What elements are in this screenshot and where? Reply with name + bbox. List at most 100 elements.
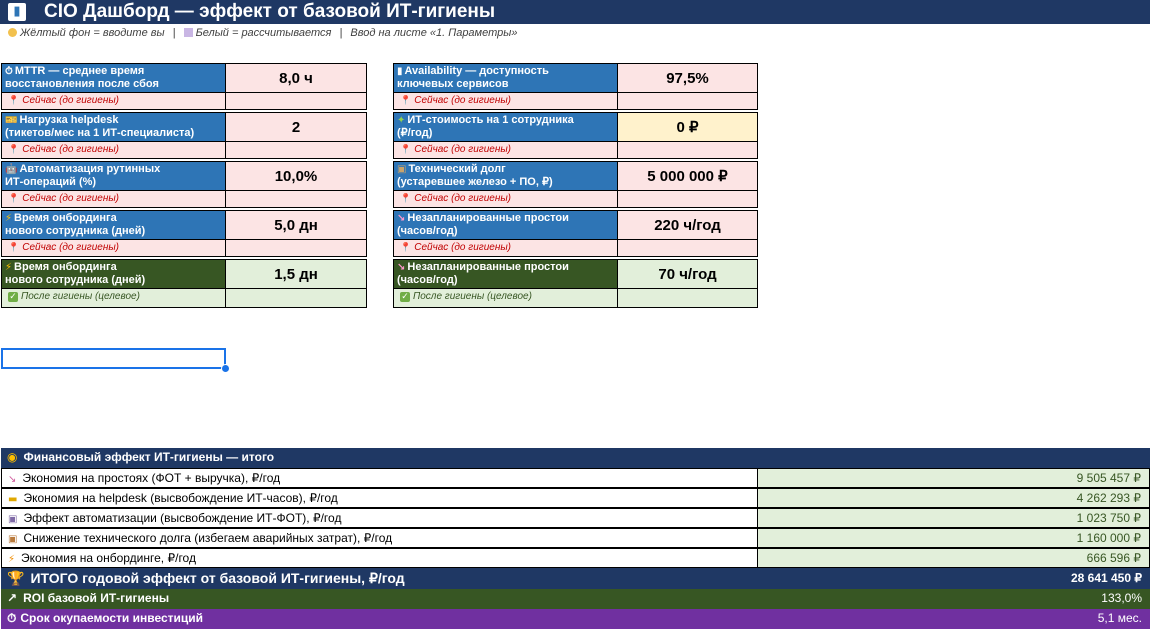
kpi-sub-downtime-after: ✓ После гигиены (целевое) — [393, 289, 618, 308]
active-cell-selection[interactable] — [1, 348, 226, 369]
kpi-label-onboarding-after[interactable]: ⚡ Время онбординга нового сотрудника (дне… — [1, 259, 226, 289]
kpi-label-downtime-before[interactable]: ↘ Незапланированные простои (часов/год) — [393, 210, 618, 240]
finance-value-helpdesk[interactable]: 4 262 293 ₽ — [758, 488, 1150, 508]
finance-header: ◉ Финансовый эффект ИТ-гигиены — итого — [1, 448, 1150, 468]
kpi-subval-mttr[interactable] — [226, 93, 367, 110]
kpi-sub-text: Сейчас (до гигиены) — [22, 144, 120, 155]
bar-chart-icon: ▮ — [8, 3, 26, 21]
robot-icon: 🤖 — [5, 164, 18, 175]
kpi-label-helpdesk[interactable]: 🎫 Нагрузка helpdesk (тикетов/мес на 1 ИТ-… — [1, 112, 226, 142]
kpi-label-downtime-after[interactable]: ↘ Незапланированные простои (часов/год) — [393, 259, 618, 289]
downtrend-icon: ↘ — [397, 262, 406, 273]
kpi-label-line1: Технический долг — [408, 163, 506, 175]
kpi-subval-it-cost[interactable] — [618, 142, 758, 159]
kpi-subval-downtime-after[interactable] — [618, 289, 758, 308]
kpi-subval-automation[interactable] — [226, 191, 367, 208]
kpi-label-line1: ИТ-стоимость на 1 сотрудника — [407, 114, 574, 126]
kpi-value-automation[interactable]: 10,0% — [226, 161, 367, 191]
kpi-label-line2: (часов/год) — [397, 225, 458, 237]
kpi-label-line1: MTTR — среднее время — [14, 65, 145, 77]
fill-handle[interactable] — [221, 364, 230, 373]
kpi-sub-text: После гигиены (целевое) — [413, 291, 532, 302]
uptrend-icon: ↗ — [7, 591, 18, 605]
kpi-value-tech-debt[interactable]: 5 000 000 ₽ — [618, 161, 758, 191]
pin-icon: 📍 — [8, 194, 20, 204]
total-row-value[interactable]: 28 641 450 ₽ — [758, 568, 1150, 589]
kpi-label-line2: нового сотрудника (дней) — [5, 225, 146, 237]
ticket-icon: 🎫 — [5, 115, 18, 126]
lightning-icon: ⚡ — [5, 213, 13, 224]
package-icon: ▣ — [397, 164, 407, 175]
kpi-value-onboarding-after[interactable]: 1,5 дн — [226, 259, 367, 289]
legend-sheet: Ввод на листе «1. Параметры» — [350, 27, 518, 39]
kpi-sub-it-cost: 📍 Сейчас (до гигиены) — [393, 142, 618, 159]
kpi-label-line1: Время онбординга — [14, 212, 117, 224]
pin-icon: 📍 — [8, 243, 20, 253]
pin-icon: 📍 — [400, 194, 412, 204]
lightning-icon: ⚡ — [5, 262, 13, 273]
kpi-label-it-cost[interactable]: ✦ ИТ-стоимость на 1 сотрудника (₽/год) — [393, 112, 618, 142]
kpi-label-line2: (устаревшее железо + ПО, ₽) — [397, 176, 553, 188]
finance-row-onboarding[interactable]: ⚡ Экономия на онбординге, ₽/год — [1, 548, 758, 568]
kpi-label-line1: Время онбординга — [14, 261, 117, 273]
kpi-label-tech-debt[interactable]: ▣ Технический долг (устаревшее железо + П… — [393, 161, 618, 191]
kpi-value-downtime-before[interactable]: 220 ч/год — [618, 210, 758, 240]
kpi-subval-downtime-before[interactable] — [618, 240, 758, 257]
kpi-sub-automation: 📍 Сейчас (до гигиены) — [1, 191, 226, 208]
kpi-label-mttr[interactable]: ⏱ MTTR — среднее время восстановления пос… — [1, 63, 226, 93]
kpi-label-availability[interactable]: ▮ Availability — доступность ключевых сер… — [393, 63, 618, 93]
kpi-sub-text: Сейчас (до гигиены) — [22, 242, 120, 253]
kpi-label-line2: нового сотрудника (дней) — [5, 274, 146, 286]
finance-row-tech-debt[interactable]: ▣ Снижение технического долга (избегаем а… — [1, 528, 758, 548]
payback-label-text: Срок окупаемости инвестиций — [20, 611, 204, 625]
legend-separator: | — [339, 27, 343, 39]
kpi-subval-tech-debt[interactable] — [618, 191, 758, 208]
stopwatch-icon: ⏱ — [7, 611, 17, 625]
package-icon: ▣ — [8, 534, 18, 545]
finance-row-label: Снижение технического долга (избегаем ав… — [23, 531, 393, 545]
kpi-label-line1: Незапланированные простои — [407, 212, 569, 224]
kpi-value-onboarding-before[interactable]: 5,0 дн — [226, 210, 367, 240]
kpi-value-availability[interactable]: 97,5% — [618, 63, 758, 93]
payback-row-label[interactable]: ⏱ Срок окупаемости инвестиций — [1, 609, 758, 629]
legend-separator: | — [172, 27, 176, 39]
white-square-icon — [183, 28, 193, 37]
roi-row-label[interactable]: ↗ ROI базовой ИТ-гигиены — [1, 589, 758, 609]
kpi-subval-onboarding-after[interactable] — [226, 289, 367, 308]
kpi-subval-availability[interactable] — [618, 93, 758, 110]
money-icon: ✦ — [397, 115, 406, 126]
kpi-label-line1: Незапланированные простои — [407, 261, 569, 273]
ticket-icon: ▬ — [8, 494, 18, 505]
finance-row-downtime[interactable]: ↘ Экономия на простоях (ФОТ + выручка), ₽… — [1, 468, 758, 488]
kpi-sub-text: После гигиены (целевое) — [21, 291, 140, 302]
kpi-label-automation[interactable]: 🤖 Автоматизация рутинных ИТ-операций (%) — [1, 161, 226, 191]
kpi-sub-onboarding-after: ✓ После гигиены (целевое) — [1, 289, 226, 308]
finance-value-tech-debt[interactable]: 1 160 000 ₽ — [758, 528, 1150, 548]
kpi-value-mttr[interactable]: 8,0 ч — [226, 63, 367, 93]
kpi-label-line1: Availability — доступность — [404, 65, 549, 77]
kpi-subval-onboarding-before[interactable] — [226, 240, 367, 257]
kpi-value-helpdesk[interactable]: 2 — [226, 112, 367, 142]
roi-row-value[interactable]: 133,0% — [758, 589, 1150, 609]
kpi-label-onboarding-before[interactable]: ⚡ Время онбординга нового сотрудника (дне… — [1, 210, 226, 240]
finance-row-automation[interactable]: ▣ Эффект автоматизации (высвобождение ИТ-… — [1, 508, 758, 528]
robot-icon: ▣ — [8, 514, 18, 525]
finance-row-label: Эффект автоматизации (высвобождение ИТ-Ф… — [23, 511, 342, 525]
kpi-label-line2: ключевых сервисов — [397, 78, 509, 90]
finance-value-downtime[interactable]: 9 505 457 ₽ — [758, 468, 1150, 488]
payback-row-value[interactable]: 5,1 мес. — [758, 609, 1150, 629]
kpi-value-it-cost[interactable]: 0 ₽ — [618, 112, 758, 142]
finance-row-helpdesk[interactable]: ▬ Экономия на helpdesk (высвобождение ИТ-… — [1, 488, 758, 508]
pin-icon: 📍 — [400, 96, 412, 106]
kpi-sub-text: Сейчас (до гигиены) — [22, 193, 120, 204]
lightning-icon: ⚡ — [8, 554, 16, 565]
finance-value-automation[interactable]: 1 023 750 ₽ — [758, 508, 1150, 528]
kpi-value-downtime-after[interactable]: 70 ч/год — [618, 259, 758, 289]
kpi-subval-helpdesk[interactable] — [226, 142, 367, 159]
kpi-label-line2: (часов/год) — [397, 274, 458, 286]
kpi-label-line2: ИТ-операций (%) — [5, 176, 97, 188]
finance-value-onboarding[interactable]: 666 596 ₽ — [758, 548, 1150, 568]
total-row-label[interactable]: 🏆 ИТОГО годовой эффект от базовой ИТ-гиги… — [1, 568, 758, 589]
pin-icon: 📍 — [8, 96, 20, 106]
total-label-text: ИТОГО годовой эффект от базовой ИТ-гигие… — [30, 570, 405, 586]
